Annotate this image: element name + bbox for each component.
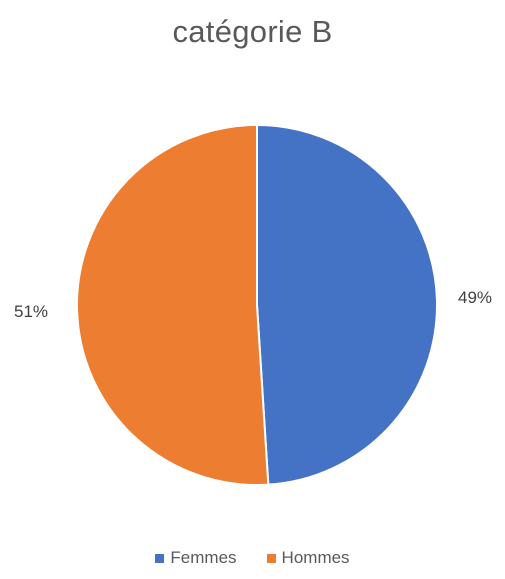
- legend-label-femmes: Femmes: [170, 548, 237, 567]
- chart-title: catégorie B: [172, 14, 333, 49]
- legend: Femmes Hommes: [0, 548, 505, 568]
- legend-item-femmes: Femmes: [155, 548, 237, 568]
- legend-swatch-hommes: [266, 553, 276, 563]
- pie-slice-femmes: [256, 123, 438, 486]
- legend-item-hommes: Hommes: [266, 548, 350, 568]
- data-label-hommes: 51%: [14, 302, 49, 321]
- legend-label-hommes: Hommes: [281, 548, 350, 567]
- pie-slice-hommes: [76, 123, 270, 486]
- data-label-femmes: 49%: [458, 288, 493, 307]
- legend-swatch-femmes: [155, 553, 165, 563]
